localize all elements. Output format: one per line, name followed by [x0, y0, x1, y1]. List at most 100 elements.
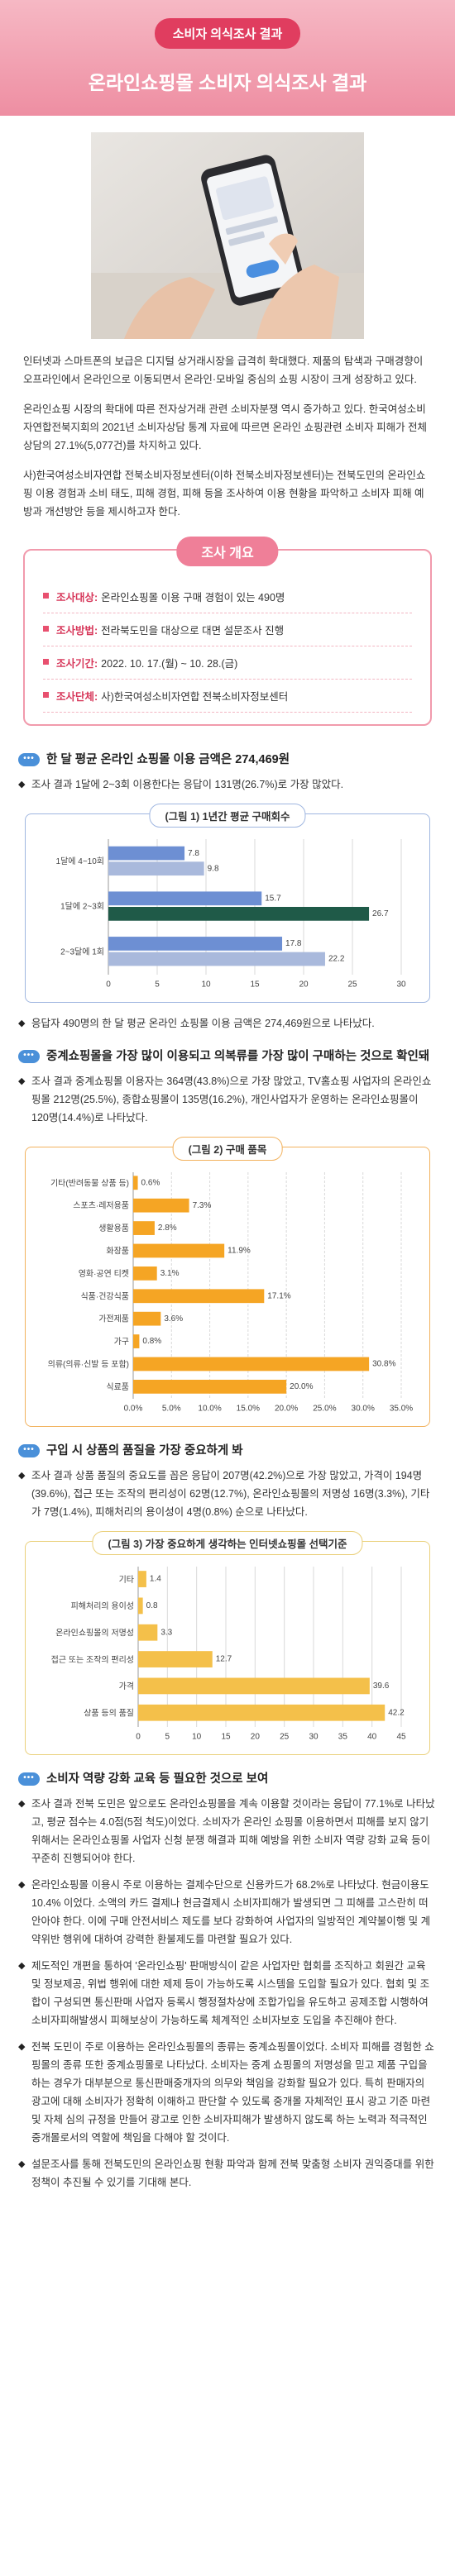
y-tick-label: 기타 — [119, 1575, 134, 1585]
bullet: 조사 결과 1달에 2~3회 이용한다는 응답이 131명(26.7%)로 가장… — [18, 775, 437, 794]
bullet: 제도적인 개편을 통하여 '온라인쇼핑' 판매방식이 같은 사업자만 협회를 조… — [18, 1957, 437, 2030]
bar — [138, 1597, 143, 1615]
intro-paragraph: 인터넷과 스마트폰의 보급은 디지털 상거래시장을 급격히 확대했다. 제품의 … — [23, 355, 424, 385]
section-heading: ••• 구입 시 상품의 품질을 가장 중요하게 봐 — [18, 1442, 437, 1460]
x-tick-label: 0.0% — [124, 1405, 143, 1414]
x-tick-label: 10.0% — [198, 1405, 221, 1414]
value-label: 20.0% — [290, 1382, 313, 1391]
y-tick-label: 가구 — [114, 1337, 129, 1347]
bar — [133, 1176, 138, 1190]
section-heading: ••• 중계쇼핑몰을 가장 많이 이용되고 의복류를 가장 많이 구매하는 것으로… — [18, 1047, 437, 1066]
section: •••한 달 평균 온라인 쇼핑몰 이용 금액은 274,469원 조사 결과 … — [0, 751, 455, 1033]
value-label: 26.7 — [372, 909, 389, 918]
bar — [138, 1571, 146, 1587]
item-label: 조사단체: — [56, 691, 98, 703]
bar — [108, 846, 185, 861]
bar — [108, 891, 262, 906]
value-label: 3.3 — [160, 1628, 172, 1637]
x-tick-label: 25 — [347, 980, 357, 990]
section-heading: ••• 한 달 평균 온라인 쇼핑몰 이용 금액은 274,469원 — [18, 751, 437, 769]
x-tick-label: 0 — [136, 1733, 141, 1742]
x-tick-label: 15.0% — [237, 1405, 260, 1414]
heading-text: 한 달 평균 온라인 쇼핑몰 이용 금액은 274,469원 — [46, 753, 290, 766]
bar — [133, 1221, 155, 1235]
y-tick-label: 가전제품 — [98, 1314, 129, 1324]
value-label: 0.8% — [142, 1337, 161, 1346]
bullet: 응답자 490명의 한 달 평균 온라인 쇼핑몰 이용 금액은 274,469원… — [18, 1014, 437, 1033]
bar — [138, 1624, 158, 1641]
x-tick-label: 30 — [309, 1733, 318, 1742]
item-text: 온라인쇼핑몰 이용 구매 경험이 있는 490명 — [101, 592, 285, 603]
bar — [133, 1266, 157, 1281]
item-text: 사)한국여성소비자연합 전북소비자정보센터 — [101, 691, 289, 703]
value-label: 7.8 — [188, 849, 199, 858]
value-label: 0.8 — [146, 1601, 158, 1610]
y-tick-label: 피해처리의 용이성 — [71, 1600, 134, 1611]
header: 소비자 의식조사 결과 온라인쇼핑몰 소비자 의식조사 결과 — [0, 0, 455, 116]
x-tick-label: 5 — [165, 1733, 170, 1742]
x-tick-label: 20 — [299, 980, 309, 990]
bar — [138, 1651, 213, 1667]
y-tick-label: 생활용품 — [98, 1223, 129, 1233]
intro-paragraph: 온라인쇼핑 시장의 확대에 따른 전자상거래 관련 소비자분쟁 역시 증가하고 … — [23, 403, 428, 451]
y-tick-label: 1달에 4~10회 — [56, 856, 104, 866]
item-label: 조사방법: — [56, 625, 98, 637]
bar — [133, 1311, 161, 1326]
x-tick-label: 0 — [106, 980, 111, 990]
x-tick-label: 30.0% — [352, 1405, 375, 1414]
header-badge: 소비자 의식조사 결과 — [154, 18, 301, 49]
y-tick-label: 의류(의류·신발 등 포함) — [48, 1360, 129, 1370]
bullet: 조사 결과 중계쇼핑몰 이용자는 364명(43.8%)으로 가장 많았고, T… — [18, 1072, 437, 1127]
bar — [133, 1379, 287, 1394]
value-label: 39.6 — [373, 1682, 390, 1691]
bar — [133, 1198, 189, 1213]
y-tick-label: 영화·공연 티켓 — [79, 1269, 129, 1279]
value-label: 3.1% — [160, 1269, 180, 1278]
intro-paragraph: 사)한국여성소비자연합 전북소비자정보센터(이하 전북소비자정보센터)는 전북도… — [23, 470, 426, 518]
heading-text: 중계쇼핑몰을 가장 많이 이용되고 의복류를 가장 많이 구매하는 것으로 확인… — [46, 1050, 430, 1063]
value-label: 15.7 — [265, 894, 281, 903]
y-tick-label: 2~3달에 1회 — [60, 947, 104, 956]
item-label: 조사대상: — [56, 592, 98, 603]
y-tick-label: 식품·건강식품 — [80, 1291, 129, 1301]
section: •••구입 시 상품의 품질을 가장 중요하게 봐 조사 결과 상품 품질의 중… — [0, 1442, 455, 1755]
x-tick-label: 35.0% — [390, 1405, 413, 1414]
value-label: 0.6% — [141, 1178, 160, 1187]
bar — [108, 861, 204, 876]
y-tick-label: 가격 — [119, 1681, 134, 1691]
bar — [133, 1289, 265, 1304]
chart-box: (그림 3) 가장 중요하게 생각하는 인터넷쇼핑몰 선택기준 0 5 10 15 20… — [25, 1531, 430, 1755]
heading-text: 소비자 역량 강화 교육 등 필요한 것으로 보여 — [46, 1772, 269, 1786]
item-label: 조사기간: — [56, 658, 98, 670]
overview-box: 조사 개요 조사대상: 온라인쇼핑몰 이용 구매 경험이 있는 490명 조사방법… — [23, 537, 432, 726]
value-label: 17.1% — [267, 1291, 290, 1300]
overview-item: 조사단체: 사)한국여성소비자연합 전북소비자정보센터 — [43, 680, 412, 713]
bar — [133, 1243, 225, 1258]
bullet: 조사 결과 전북 도민은 앞으로도 온라인쇼핑몰을 계속 이용할 것이라는 응답… — [18, 1795, 437, 1868]
bullet: 전북 도민이 주로 이용하는 온라인쇼핑몰의 종류는 중계쇼핑몰이었다. 소비자… — [18, 2038, 437, 2147]
photo — [91, 132, 364, 339]
bar — [108, 952, 325, 966]
value-label: 7.3% — [193, 1201, 212, 1210]
chart-title: (그림 3) 가장 중요하게 생각하는 인터넷쇼핑몰 선택기준 — [92, 1531, 363, 1555]
overview-item: 조사방법: 전라북도민을 대상으로 대면 설문조사 진행 — [43, 613, 412, 646]
chart-box: (그림 1) 1년간 평균 구매회수 0 5 10 15 20 25 30 1달에 4~10회… — [25, 804, 430, 1003]
bullet: 온라인쇼핑몰 이용시 주로 이용하는 결제수단으로 신용카드가 68.2%로 나… — [18, 1876, 437, 1949]
bar — [133, 1334, 140, 1348]
y-tick-label: 상품 등의 품질 — [84, 1708, 134, 1718]
x-tick-label: 25.0% — [313, 1405, 336, 1414]
x-tick-label: 10 — [201, 980, 211, 990]
chart: 0 5 10 15 20 25 30 35 40 45 기타 1.4 피해처리의 용이성 0.8 온라인쇼핑… — [51, 1567, 406, 1742]
intro: 인터넷과 스마트폰의 보급은 디지털 상거래시장을 급격히 확대했다. 제품의 … — [0, 352, 455, 521]
y-tick-label: 기타(반려동물 상품 등) — [50, 1178, 129, 1188]
bar — [138, 1704, 386, 1721]
chart: 0.0% 5.0% 10.0% 15.0% 20.0% 25.0% 30.0% 35.0% 기타… — [48, 1172, 413, 1414]
value-label: 12.7 — [216, 1655, 232, 1664]
overview-item: 조사기간: 2022. 10. 17.(월) ~ 10. 28.(금) — [43, 646, 412, 680]
chart-title: (그림 1) 1년간 평균 구매회수 — [149, 804, 306, 828]
header-title: 온라인쇼핑몰 소비자 의식조사 결과 — [88, 72, 367, 93]
y-tick-label: 접근 또는 조작의 편리성 — [51, 1655, 134, 1665]
x-tick-label: 5.0% — [162, 1405, 181, 1414]
